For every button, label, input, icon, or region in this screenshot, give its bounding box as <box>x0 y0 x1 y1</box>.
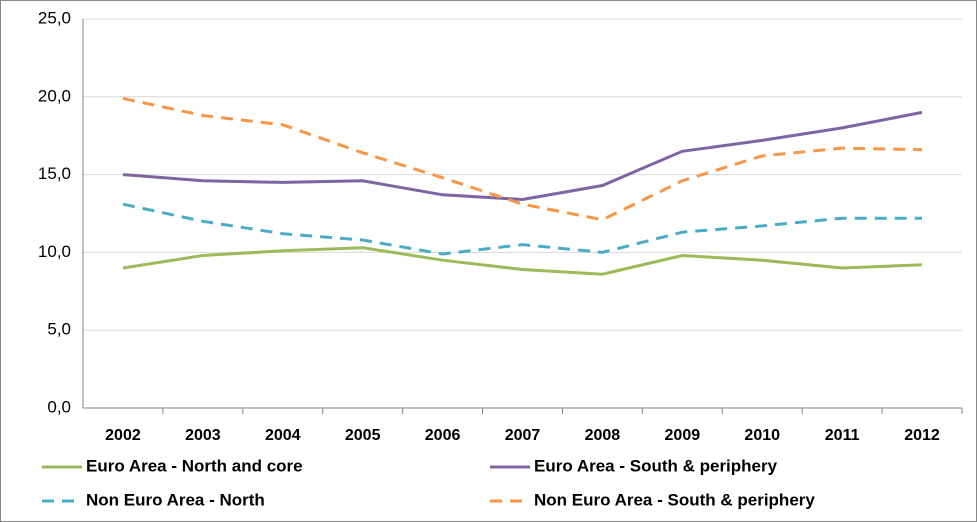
y-tick-label: 0,0 <box>47 397 71 416</box>
y-tick-label: 15,0 <box>38 164 71 183</box>
legend-label: Non Euro Area - North <box>86 490 265 509</box>
x-tick-label: 2004 <box>265 427 301 444</box>
series-line <box>122 110 923 202</box>
x-tick-label: 2011 <box>825 427 860 444</box>
y-tick-label: 25,0 <box>38 8 71 27</box>
x-tick-label: 2006 <box>425 427 461 444</box>
series-line <box>122 246 923 276</box>
x-tick-label: 2009 <box>665 427 701 444</box>
x-tick-label: 2005 <box>345 427 381 444</box>
x-tick-label: 2012 <box>904 427 940 444</box>
series-line <box>122 202 922 256</box>
x-tick-label: 2002 <box>105 427 141 444</box>
x-tick-label: 2007 <box>505 427 541 444</box>
x-tick-label: 2008 <box>585 427 621 444</box>
y-tick-label: 5,0 <box>47 320 71 339</box>
legend-label: Euro Area - South & periphery <box>534 456 778 475</box>
x-tick-label: 2010 <box>744 427 780 444</box>
y-tick-label: 10,0 <box>38 242 71 261</box>
legend-label: Euro Area - North and core <box>86 456 303 475</box>
y-tick-label: 20,0 <box>38 86 71 105</box>
x-tick-label: 2003 <box>185 427 221 444</box>
legend-label: Non Euro Area - South & periphery <box>534 490 815 509</box>
